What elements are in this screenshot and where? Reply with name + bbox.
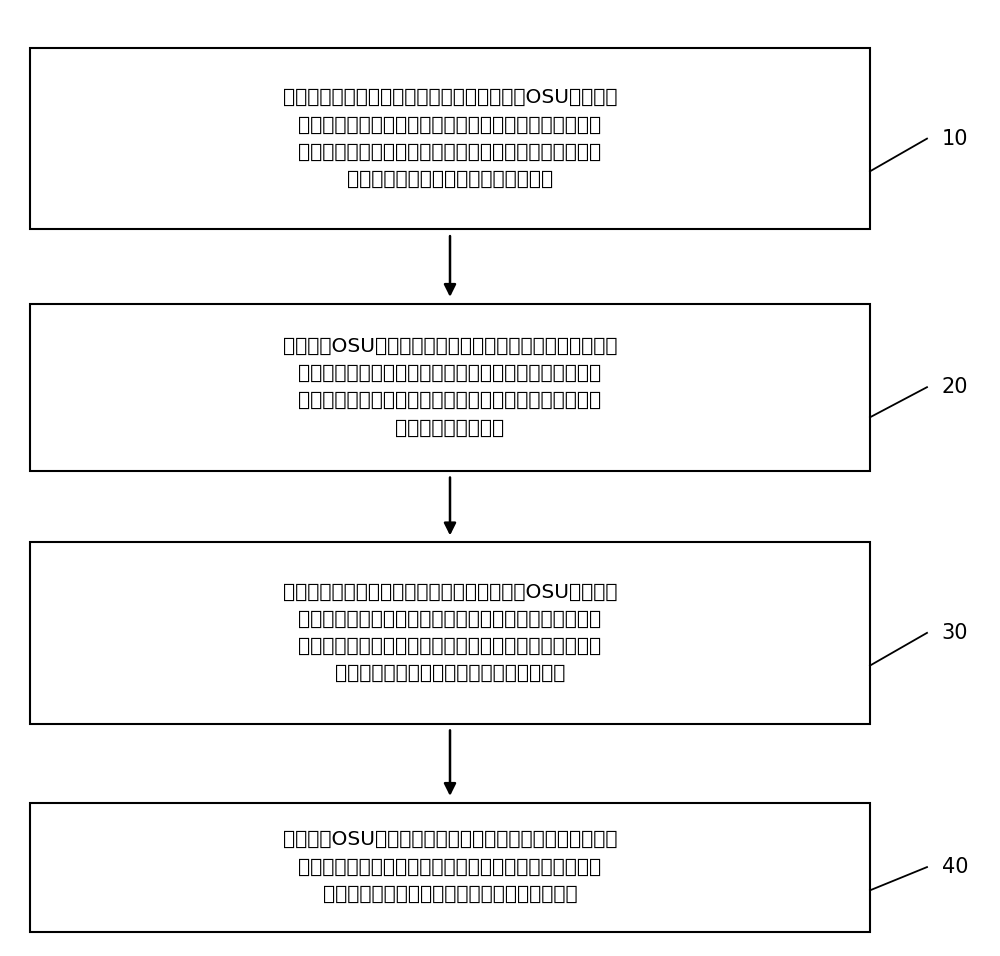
Bar: [30, 48, 870, 229]
Bar: [30, 803, 870, 931]
Text: 40: 40: [942, 858, 968, 877]
Text: 源节点将管控平台下发的带宽调整信息添加到OSU帧开销中
并逐个节点向下游传递，同时在源节点和中间节点启动调
整信息反馈监控任务，以便监控本节点在任务运行期间是
: 源节点将管控平台下发的带宽调整信息添加到OSU帧开销中 并逐个节点向下游传递，同…: [283, 88, 617, 189]
Text: 宿节点从OSU帧开销中提取带宽调整指令后，逐个节点向上
游反馈对应的带宽调整指令确认信息，并逐级完成链路中
各节点管道带宽的调整以及客户信号带宽的调整: 宿节点从OSU帧开销中提取带宽调整指令后，逐个节点向上 游反馈对应的带宽调整指令…: [283, 831, 617, 903]
Text: 30: 30: [942, 623, 968, 642]
Text: 20: 20: [942, 378, 968, 397]
Bar: [30, 304, 870, 471]
Text: 10: 10: [942, 129, 968, 148]
Text: 宿节点从OSU帧开销中提取带宽调整信息后，计算本节点剩
余带宽资源是否满足本次链路带宽调整需求，并逐个节点
向上游传递对应的带宽调整确认信息，以便判断各节点是
: 宿节点从OSU帧开销中提取带宽调整信息后，计算本节点剩 余带宽资源是否满足本次链…: [283, 337, 617, 438]
Bar: [30, 542, 870, 724]
Text: 源节点将管控平台下发的带宽调整指令添加到OSU帧开销中
并逐个节点向下游传递，同时在源节点和中间节点启动调
整指令反馈监控任务，以便监控本节点在任务运行期间是
: 源节点将管控平台下发的带宽调整指令添加到OSU帧开销中 并逐个节点向下游传递，同…: [283, 582, 617, 684]
